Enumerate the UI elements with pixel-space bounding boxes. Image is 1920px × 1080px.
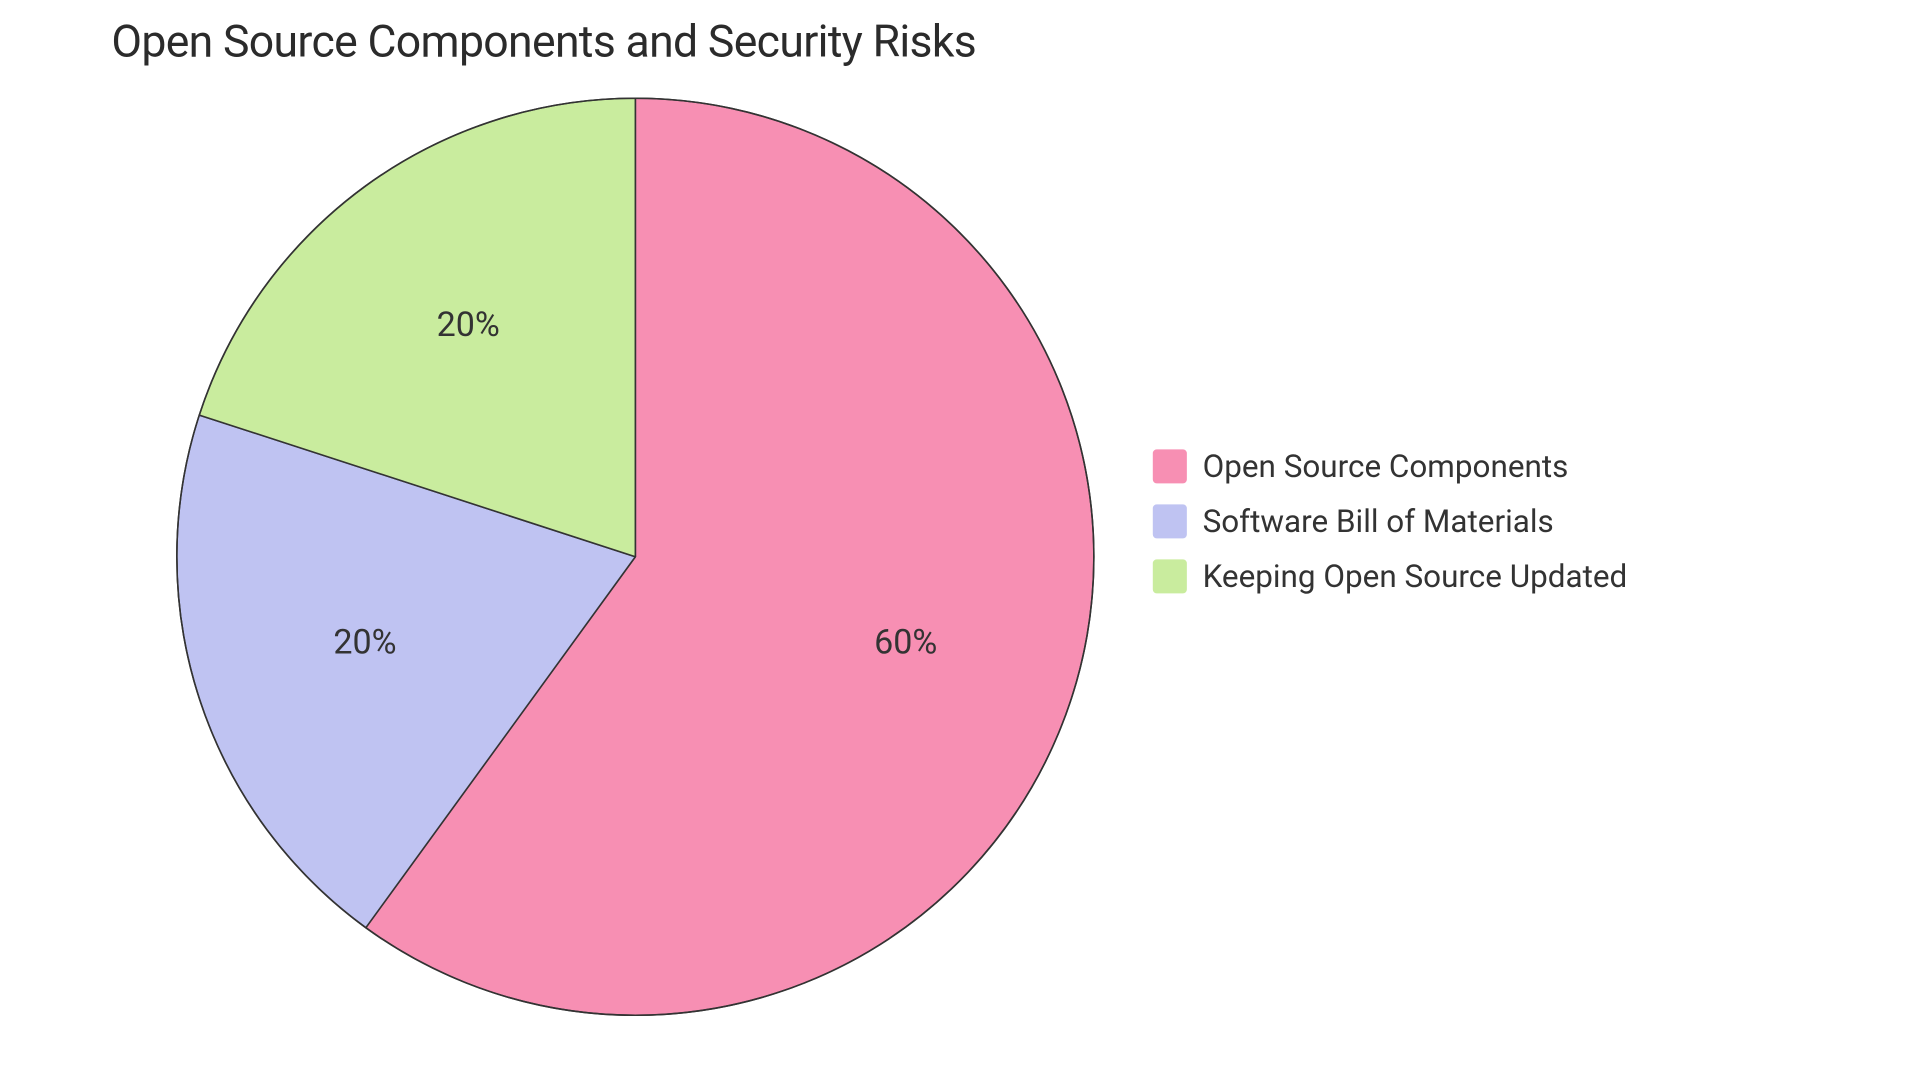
legend-item: Software Bill of Materials (1153, 503, 1627, 540)
pie-slice-label: 20% (437, 305, 500, 345)
legend-swatch (1153, 504, 1187, 538)
pie-chart-container: Open Source Components and Security Risk… (0, 0, 1920, 1064)
pie-slice-label: 20% (333, 623, 396, 663)
legend-item: Open Source Components (1153, 448, 1627, 485)
legend-label: Keeping Open Source Updated (1203, 558, 1628, 595)
legend-label: Open Source Components (1203, 448, 1569, 485)
legend-swatch (1153, 559, 1187, 593)
legend-swatch (1153, 449, 1187, 483)
legend: Open Source Components Software Bill of M… (1153, 448, 1627, 595)
legend-label: Software Bill of Materials (1203, 503, 1554, 540)
pie-svg: 60% 20% 20% (170, 92, 1100, 1022)
legend-item: Keeping Open Source Updated (1153, 558, 1627, 595)
pie-slice-label: 60% (874, 623, 937, 663)
chart-title: Open Source Components and Security Risk… (111, 16, 976, 68)
pie-area: 60% 20% 20% (170, 92, 1100, 1022)
